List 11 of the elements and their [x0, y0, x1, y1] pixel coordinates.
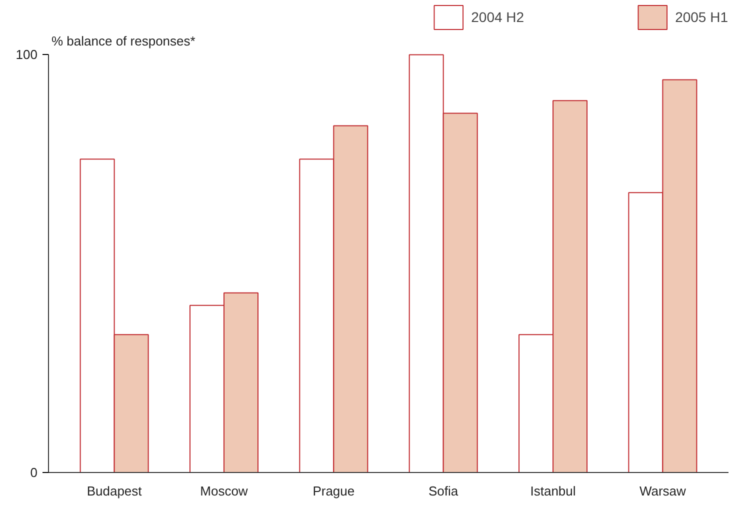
legend-label: 2004 H2	[471, 9, 524, 25]
y-tick-label: 100	[16, 47, 38, 62]
x-tick-label: Warsaw	[639, 484, 687, 498]
x-tick-label: Prague	[312, 484, 355, 498]
x-tick-label: Budapest	[86, 484, 142, 498]
x-tick-label: Sofia	[428, 484, 459, 498]
x-tick-label: Istanbul	[530, 484, 576, 498]
y-axis-title: % balance of responses*	[52, 34, 196, 49]
legend-label: 2005 H1	[675, 9, 728, 25]
y-tick-label: 0	[30, 465, 38, 480]
x-tick-label: Moscow	[200, 484, 248, 498]
